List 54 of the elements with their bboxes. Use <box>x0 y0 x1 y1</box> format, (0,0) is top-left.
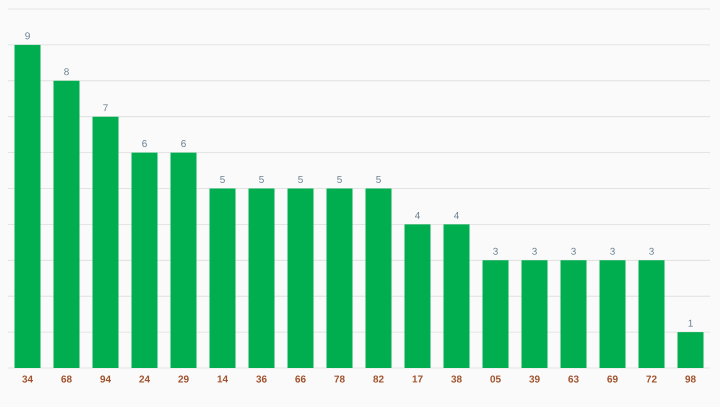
bar <box>248 188 275 368</box>
bar <box>288 188 314 368</box>
bar <box>600 260 626 368</box>
data-label: 8 <box>64 68 69 76</box>
bar <box>14 44 41 368</box>
data-label: 3 <box>493 248 498 255</box>
data-label: 3 <box>532 248 537 255</box>
bar <box>366 188 392 368</box>
x-tick-label: 63 <box>568 376 579 383</box>
x-tick-label: 29 <box>178 376 189 383</box>
data-label: 9 <box>25 32 30 40</box>
bar <box>522 260 548 368</box>
data-label: 5 <box>337 176 342 183</box>
data-label: 6 <box>142 140 147 148</box>
bar <box>92 116 119 368</box>
x-tick-label: 68 <box>61 376 72 383</box>
x-tick-label: 36 <box>256 376 267 383</box>
bar <box>482 260 509 368</box>
x-tick-label: 34 <box>22 376 33 383</box>
x-tick-label: 38 <box>451 376 462 383</box>
bar <box>638 260 665 368</box>
bar <box>54 80 80 368</box>
data-label: 4 <box>454 212 459 219</box>
x-tick-label: 39 <box>529 376 540 383</box>
bar <box>678 332 704 368</box>
data-label: 5 <box>220 176 225 183</box>
bar <box>404 224 431 368</box>
bar <box>326 188 353 368</box>
data-label: 7 <box>103 104 108 112</box>
bar <box>560 260 587 368</box>
data-label: 3 <box>571 248 576 255</box>
x-tick-label: 98 <box>685 376 696 383</box>
x-tick-label: 82 <box>373 376 384 383</box>
x-tick-label: 94 <box>100 376 111 383</box>
data-label: 3 <box>610 248 615 255</box>
data-label: 3 <box>649 248 654 255</box>
x-tick-label: 78 <box>334 376 345 383</box>
bar <box>170 152 197 368</box>
x-tick-label: 24 <box>139 376 150 382</box>
data-label: 5 <box>259 176 264 183</box>
x-tick-label: 14 <box>218 376 228 382</box>
data-label: 5 <box>298 176 303 183</box>
x-tick-label: 17 <box>412 376 423 382</box>
data-label: 5 <box>376 176 381 183</box>
data-label: 6 <box>181 140 186 148</box>
bar <box>444 224 470 368</box>
data-label: 4 <box>414 212 420 219</box>
x-tick-label: 72 <box>646 376 657 382</box>
data-label: 1 <box>688 320 693 327</box>
x-tick-label: 69 <box>607 376 618 383</box>
bar <box>210 188 236 368</box>
bar <box>132 152 158 368</box>
x-tick-label: 66 <box>295 376 306 383</box>
x-tick-label: 05 <box>490 376 501 383</box>
